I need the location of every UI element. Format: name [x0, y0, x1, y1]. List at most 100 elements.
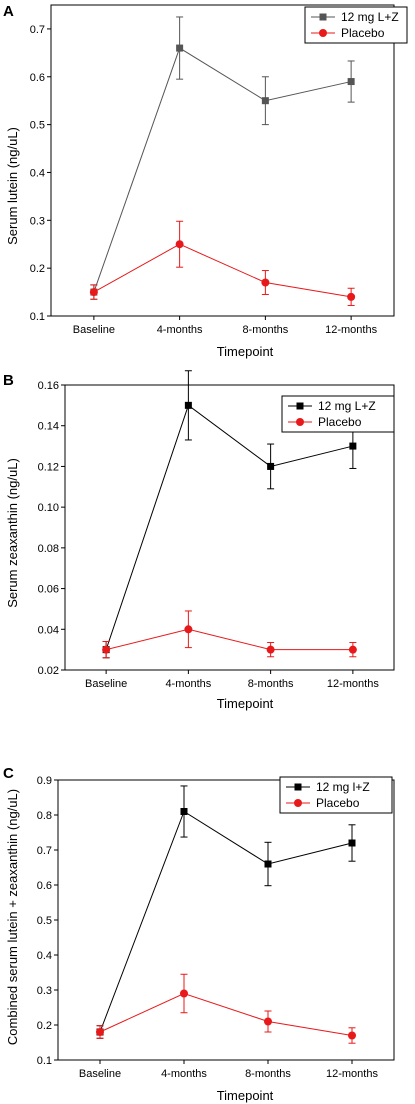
panel-c-x-tick-label-1: 4-months [161, 1068, 207, 1080]
panel-b-series-treatment-line [105, 404, 353, 650]
panel-b-x-tick-label-1: 4-months [165, 678, 211, 690]
panel-a-series-treatment-line [93, 47, 352, 293]
panel-a-legend-box [304, 6, 408, 44]
panel-b-plot: 0.02 0.04 0.06 0.08 0.10 0.12 0.14 0.16 Baseline… [38, 370, 395, 690]
panel-b-series-placebo [102, 610, 357, 659]
panel-a-x-tick-label-2: 8-months [242, 324, 288, 336]
panel-a-y-tick-label-6: 0.7 [30, 24, 45, 36]
panel-a-y-tick-label-5: 0.6 [30, 72, 45, 84]
panel-b-label: B [3, 372, 14, 389]
panel-a-y-tick-label-0: 0.1 [30, 311, 45, 323]
panel-a-series-placebo [89, 220, 356, 306]
panel-a-series-placebo-point-0 [89, 288, 98, 297]
panel-b-x-tick-label-2: 8-months [248, 678, 294, 690]
panel-a-label: A [3, 3, 14, 20]
panel-c-series-placebo-point-3 [348, 1031, 356, 1040]
panel-c-y-tick-label-0: 0.1 [37, 1055, 52, 1067]
panel-c-y-tick-label-3: 0.4 [37, 950, 52, 962]
panel-c-series-treatment [96, 785, 356, 1039]
panel-a-series-treatment-point-1 [176, 44, 184, 52]
panel-b-legend: 12 mg L+Z Placebo [281, 395, 395, 433]
panel-b-y-tick-label-6: 0.14 [38, 421, 59, 433]
panel-a-y-axis-title: Serum lutein (ng/uL) [5, 127, 20, 245]
panel-b-y-tick-label-3: 0.08 [38, 543, 59, 555]
panel-c-legend-box [279, 776, 393, 814]
panel-b-x-tick-label-3: 12-months [327, 678, 379, 690]
panel-c-y-tick-label-5: 0.6 [37, 880, 52, 892]
panel-c-plot: 0.1 0.2 0.3 0.4 0.5 0.6 0.7 0.8 0.9 Baseline 4-mon… [37, 775, 395, 1080]
panel-c-series-treatment-line [99, 810, 353, 1033]
panel-b-y-tick-label-1: 0.04 [38, 624, 59, 636]
panel-c-legend-entry-0-marker [294, 783, 302, 791]
panel-a-y-tick-label-1: 0.2 [30, 263, 45, 275]
panel-c-series-treatment-point-3 [348, 839, 356, 847]
panel-c-y-tick-label-4: 0.5 [37, 915, 52, 927]
panel-a-series-placebo-point-1 [175, 240, 184, 249]
panel-c-legend-entry-1-marker [294, 799, 302, 807]
panel-a-series-treatment [90, 16, 355, 300]
panel-a-plot: 0.1 0.2 0.3 0.4 0.5 0.6 0.7 Baseline 4-months 8-m… [30, 4, 408, 336]
panel-a: A Timepoint Serum lutein (ng/uL) [3, 3, 274, 359]
panel-a-plot-frame [50, 4, 395, 317]
panel-b-y-tick-label-7: 0.16 [38, 380, 59, 392]
panel-b-legend-box [281, 395, 395, 433]
panel-b-series-treatment-point-2 [267, 462, 275, 470]
panel-c-y-tick-label-1: 0.2 [37, 1020, 52, 1032]
panel-a-legend: 12 mg L+Z Placebo [304, 6, 408, 44]
panel-c-series-treatment-point-1 [180, 808, 188, 815]
panel-c-series-placebo [96, 973, 356, 1044]
panel-c-x-tick-label-2: 8-months [245, 1068, 291, 1080]
panel-a-legend-entry-1-marker [319, 29, 327, 37]
panel-c-series-placebo-point-1 [180, 989, 188, 998]
panel-c-legend-entry-0-label: 12 mg l+Z [316, 780, 370, 794]
panel-a-legend-entry-0-label: 12 mg L+Z [341, 10, 399, 24]
panel-c-x-axis-title: Timepoint [217, 1088, 274, 1103]
panel-b-series-placebo-point-3 [348, 645, 357, 654]
panel-b-series-treatment-point-3 [349, 442, 357, 450]
panel-c-y-tick-label-6: 0.7 [37, 845, 52, 857]
panel-b-series-placebo-line [106, 628, 353, 651]
panel-b-series-placebo-point-1 [184, 625, 193, 634]
panel-c-y-tick-label-7: 0.8 [37, 810, 52, 822]
panel-c-plot-frame [57, 779, 395, 1061]
panel-a-legend-entry-1-label: Placebo [341, 26, 385, 40]
panel-c-y-tick-label-8: 0.9 [37, 775, 52, 787]
panel-c-series-placebo-line [99, 992, 353, 1036]
panel-b-y-tick-label-2: 0.06 [38, 584, 59, 596]
panel-a-x-tick-label-0: Baseline [73, 324, 115, 336]
panel-c-x-tick-label-0: Baseline [79, 1068, 121, 1080]
panel-b-x-tick-label-0: Baseline [85, 678, 127, 690]
panel-a-y-tick-label-3: 0.4 [30, 167, 45, 179]
panel-a-x-axis-title: Timepoint [217, 344, 274, 359]
panel-c-legend: 12 mg l+Z Placebo [279, 776, 393, 814]
panel-b-x-axis-title: Timepoint [217, 696, 274, 711]
panel-c-label: C [3, 765, 14, 782]
panel-a-series-treatment-point-3 [347, 78, 355, 86]
panel-a-x-tick-label-3: 12-months [325, 324, 377, 336]
panel-b-series-placebo-point-0 [102, 645, 111, 654]
panel-c-series-treatment-point-2 [264, 860, 272, 868]
panel-b: B Timepoint Serum zeaxanthin (ng/uL) [3, 372, 274, 711]
panel-b-legend-entry-0-label: 12 mg L+Z [318, 399, 376, 413]
panel-b-y-tick-label-0: 0.02 [38, 665, 59, 677]
panel-a-x-tick-label-1: 4-months [157, 324, 203, 336]
panel-c-series-placebo-point-2 [264, 1017, 272, 1026]
panel-b-legend-entry-1-label: Placebo [318, 415, 362, 429]
panel-b-series-treatment-point-1 [184, 401, 192, 409]
panel-b-y-axis-title: Serum zeaxanthin (ng/uL) [5, 458, 20, 608]
panel-c-y-axis-title: Combined serum lutein + zeaxanthin (ng/u… [5, 789, 20, 1045]
panel-a-series-placebo-point-2 [261, 278, 270, 287]
panel-b-legend-entry-1-marker [296, 418, 304, 426]
panel-c-x-tick-label-3: 12-months [326, 1068, 378, 1080]
panel-a-legend-entry-0-marker [319, 13, 327, 21]
panel-c-legend-entry-1-label: Placebo [316, 796, 360, 810]
panel-a-series-treatment-point-2 [261, 97, 269, 105]
panel-c-y-tick-label-2: 0.3 [37, 985, 52, 997]
panel-a-y-tick-label-4: 0.5 [30, 120, 45, 132]
panel-b-plot-frame [64, 384, 395, 671]
panel-a-y-tick-label-2: 0.3 [30, 215, 45, 227]
panel-a-series-placebo-point-3 [347, 292, 356, 301]
panel-b-y-tick-label-5: 0.12 [38, 461, 59, 473]
panel-c-series-placebo-point-0 [96, 1028, 104, 1036]
